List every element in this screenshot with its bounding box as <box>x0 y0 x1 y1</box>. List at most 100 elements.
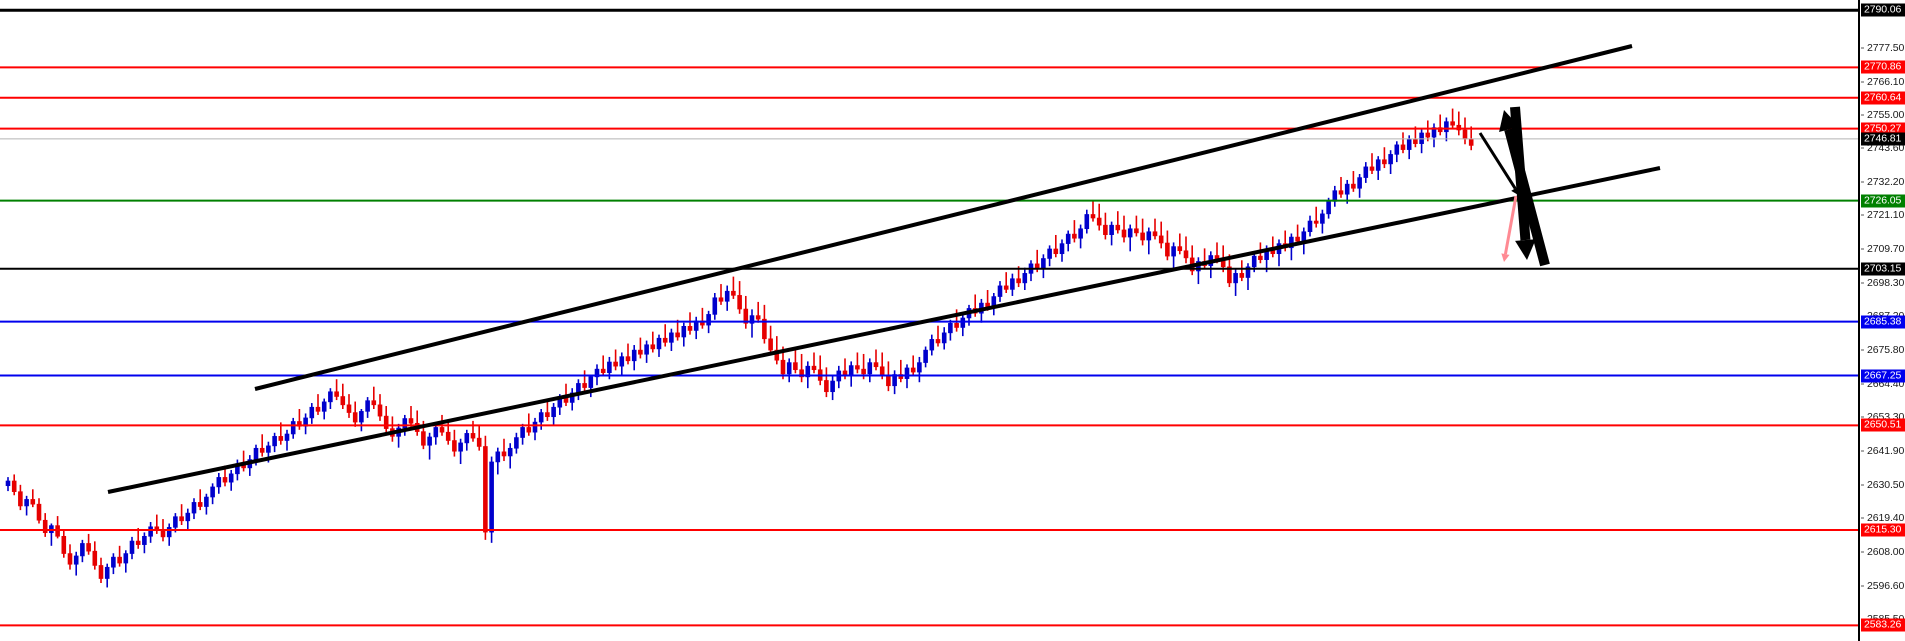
candle <box>762 304 767 344</box>
channel-upper[interactable] <box>254 44 1633 391</box>
price-tag-2770-86[interactable]: 2770.86 <box>1861 60 1905 74</box>
axis-tick-label: 2619.40 <box>1867 511 1905 524</box>
candle <box>414 410 420 436</box>
candle-body <box>179 516 184 522</box>
price-tag-2790-06[interactable]: 2790.06 <box>1861 3 1905 17</box>
candle <box>737 281 742 314</box>
candle <box>588 374 594 398</box>
candle-body <box>458 442 463 452</box>
candle <box>352 401 358 427</box>
candle-body <box>489 461 494 533</box>
candle <box>1351 171 1356 192</box>
candle <box>724 285 730 311</box>
price-tag-2726-05[interactable]: 2726.05 <box>1861 194 1905 208</box>
candle-body <box>662 337 668 343</box>
candle <box>1276 239 1282 267</box>
price-tag-2750-27[interactable]: 2750.27 <box>1861 122 1905 136</box>
candle-body <box>935 339 941 344</box>
candle-body <box>191 502 197 514</box>
candle <box>768 325 773 356</box>
candle-body <box>421 431 426 446</box>
candle-body <box>1034 263 1040 269</box>
candle <box>11 474 17 496</box>
candle <box>30 489 36 508</box>
candle <box>247 455 253 476</box>
candle <box>873 349 879 371</box>
channel-lower[interactable] <box>107 166 1661 494</box>
axis-tick-mark <box>1861 81 1864 82</box>
candle-body <box>997 285 1003 297</box>
candle-body <box>216 477 222 488</box>
candle-body <box>638 349 643 355</box>
price-tag-2667-25[interactable]: 2667.25 <box>1861 369 1905 383</box>
price-tag-2615-30[interactable]: 2615.30 <box>1861 523 1905 537</box>
chart-plot-area[interactable] <box>0 0 1858 641</box>
candle-body <box>383 415 389 429</box>
candle-body <box>743 308 749 324</box>
candle <box>929 334 935 356</box>
candle <box>644 340 649 363</box>
candle-body <box>799 369 804 378</box>
candle-body <box>266 445 271 453</box>
candle <box>538 408 544 430</box>
candle <box>1047 245 1052 267</box>
candle <box>1400 132 1406 154</box>
candle <box>1010 273 1015 296</box>
candle-body <box>1444 121 1449 133</box>
candle-body <box>1053 248 1059 255</box>
candle-body <box>1121 229 1127 238</box>
price-tag-2703-15[interactable]: 2703.15 <box>1861 262 1905 276</box>
candle-body <box>1010 278 1015 290</box>
axis-tick-mark <box>1861 416 1864 418</box>
candle <box>1388 150 1393 175</box>
price-tag-2650-51[interactable]: 2650.51 <box>1861 418 1905 432</box>
candle <box>111 553 116 575</box>
axis-tick-mark <box>1861 282 1864 284</box>
candle <box>1431 123 1437 148</box>
candle <box>179 504 184 525</box>
candle-body <box>445 431 451 441</box>
candle <box>123 550 129 573</box>
axis-tick-label: 2766.10 <box>1867 75 1905 88</box>
candle-body <box>1016 278 1021 284</box>
price-tag-2685-38[interactable]: 2685.38 <box>1861 315 1905 329</box>
price-tag-2746-81[interactable]: 2746.81 <box>1861 132 1905 146</box>
candle-body <box>290 421 296 435</box>
candle-body <box>470 433 476 439</box>
candle <box>377 394 383 421</box>
candle-body <box>1326 201 1331 215</box>
candle <box>675 319 680 341</box>
candle <box>700 307 705 329</box>
candle-body <box>1146 231 1152 241</box>
price-tag-2583-26[interactable]: 2583.26 <box>1861 618 1905 632</box>
candle-body <box>1406 139 1412 150</box>
candle-body <box>786 362 792 375</box>
candle-body <box>631 349 637 362</box>
candle <box>228 469 234 491</box>
candle <box>1146 227 1152 255</box>
axis-tick-mark <box>1861 248 1864 250</box>
arrow-down-pink[interactable] <box>1501 195 1518 262</box>
candle-body <box>284 433 290 441</box>
candle-body <box>1239 273 1245 278</box>
candle-body <box>607 361 612 373</box>
candle <box>1171 242 1176 270</box>
price-level-lines <box>0 8 1858 627</box>
candle-body <box>464 433 470 444</box>
candle-body <box>340 396 346 406</box>
candle-body <box>724 290 730 302</box>
arrow-down-thick[interactable] <box>1510 106 1536 260</box>
candle-body <box>904 367 910 379</box>
candle-body <box>328 391 333 403</box>
price-tag-2760-64[interactable]: 2760.64 <box>1861 91 1905 105</box>
candle <box>67 544 73 570</box>
candle-body <box>228 473 234 483</box>
price-axis-panel[interactable]: 2777.50 2766.10 2755.00 2743.60 2732.20 2721.… <box>1858 0 1905 641</box>
candle <box>135 527 141 549</box>
axis-tick-mark <box>1861 551 1864 553</box>
candle-body <box>644 344 649 355</box>
candle-body <box>321 401 327 412</box>
candle <box>470 420 476 442</box>
axis-tick-label: 2709.70 <box>1867 243 1905 256</box>
candle <box>749 309 755 338</box>
